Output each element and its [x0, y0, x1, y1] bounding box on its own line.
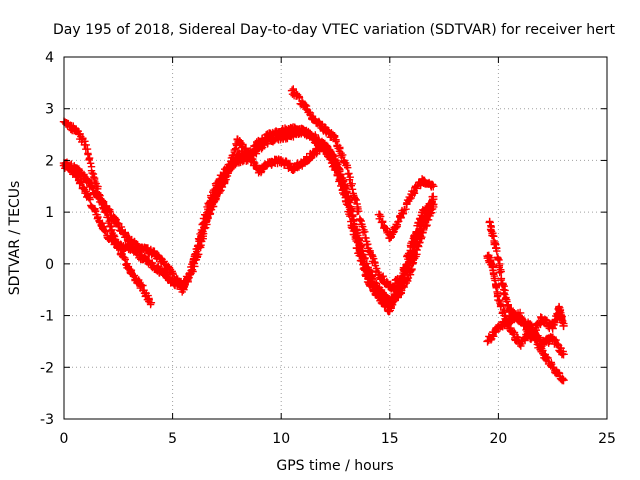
plot-frame: [63, 56, 608, 420]
series-density-track-e: [375, 175, 437, 242]
series-track-f: [483, 251, 568, 385]
y-tick-label: 4: [45, 50, 54, 66]
x-tick-label: 25: [598, 431, 616, 447]
series-density-track-f: [483, 251, 567, 385]
series-track-c: [59, 117, 438, 309]
y-axis-label: SDTVAR / TECUs: [7, 181, 23, 296]
x-tick-label: 10: [272, 431, 290, 447]
y-tick-label: 2: [45, 153, 54, 169]
x-axis-label: GPS time / hours: [276, 458, 393, 474]
x-tick-label: 15: [381, 431, 399, 447]
y-tick-label: -3: [40, 412, 54, 428]
chart-title: Day 195 of 2018, Sidereal Day-to-day VTE…: [53, 22, 615, 38]
series-track-e: [374, 175, 438, 243]
tick-layer: 0 5 10 15 20 25 -3 -2 -1 0 1 2 3 4: [40, 50, 616, 447]
data-layer: [59, 85, 568, 385]
y-tick-label: 1: [45, 205, 54, 221]
series-density-track-d: [288, 85, 437, 293]
series-density-track-c: [61, 118, 437, 309]
x-tick-label: 0: [60, 431, 69, 447]
y-tick-label: -2: [40, 360, 54, 376]
series-density-track-h: [484, 302, 568, 345]
y-tick-label: 3: [45, 102, 54, 118]
series-track-d: [287, 85, 438, 293]
series-track-h: [483, 302, 568, 346]
y-tick-label: -1: [40, 309, 54, 325]
x-tick-label: 20: [489, 431, 507, 447]
grid-layer: [64, 57, 607, 419]
x-tick-label: 5: [168, 431, 177, 447]
y-tick-label: 0: [45, 257, 54, 273]
